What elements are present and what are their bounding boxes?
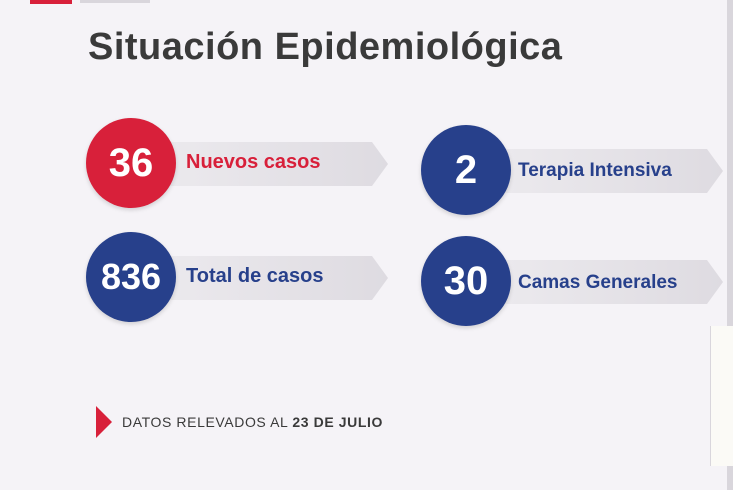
footer-date: 23 DE JULIO	[292, 414, 384, 430]
stat-nuevos-casos: 36 Nuevos casos	[86, 118, 388, 208]
triangle-right-icon	[96, 406, 112, 438]
top-red-strip	[30, 0, 72, 4]
stat-label-band	[491, 260, 723, 304]
stat-label: Total de casos	[186, 265, 324, 287]
stat-label: Camas Generales	[518, 272, 678, 293]
footer-prefix: DATOS RELEVADOS AL	[122, 414, 293, 430]
stat-terapia-intensiva: 2 Terapia Intensiva	[421, 125, 723, 215]
stat-label: Nuevos casos	[186, 151, 321, 173]
stat-value-circle: 36	[86, 118, 176, 208]
stat-total-de-casos: 836 Total de casos	[86, 232, 388, 322]
right-edge-border	[727, 0, 733, 490]
stat-camas-generales: 30 Camas Generales	[421, 236, 723, 326]
stat-label-band	[491, 149, 723, 193]
stat-value-circle: 2	[421, 125, 511, 215]
stat-label-band	[156, 256, 388, 300]
stat-label: Terapia Intensiva	[518, 160, 672, 181]
stat-label-band	[156, 142, 388, 186]
footer-text: DATOS RELEVADOS AL 23 DE JULIO	[122, 414, 383, 430]
top-gray-strip	[80, 0, 150, 3]
right-side-panel	[710, 326, 733, 466]
stat-value-circle: 30	[421, 236, 511, 326]
stat-value-circle: 836	[86, 232, 176, 322]
page-title: Situación Epidemiológica	[88, 26, 563, 68]
